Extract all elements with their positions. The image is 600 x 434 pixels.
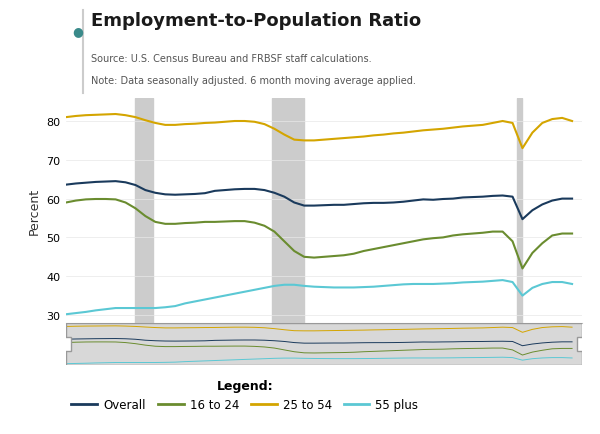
Text: ●: ●: [72, 25, 83, 38]
Text: Note: Data seasonally adjusted. 6 month moving average applied.: Note: Data seasonally adjusted. 6 month …: [91, 76, 416, 86]
Bar: [517, 99, 523, 323]
Bar: [61, 337, 71, 352]
Text: Employment-to-Population Ratio: Employment-to-Population Ratio: [91, 12, 421, 30]
Y-axis label: Percent: Percent: [28, 187, 41, 234]
Bar: [577, 337, 587, 352]
Bar: [136, 99, 154, 323]
Bar: [272, 99, 304, 323]
Legend: Overall, 16 to 24, 25 to 54, 55 plus: Overall, 16 to 24, 25 to 54, 55 plus: [67, 375, 423, 416]
Text: Source: U.S. Census Bureau and FRBSF staff calculations.: Source: U.S. Census Bureau and FRBSF sta…: [91, 53, 371, 63]
